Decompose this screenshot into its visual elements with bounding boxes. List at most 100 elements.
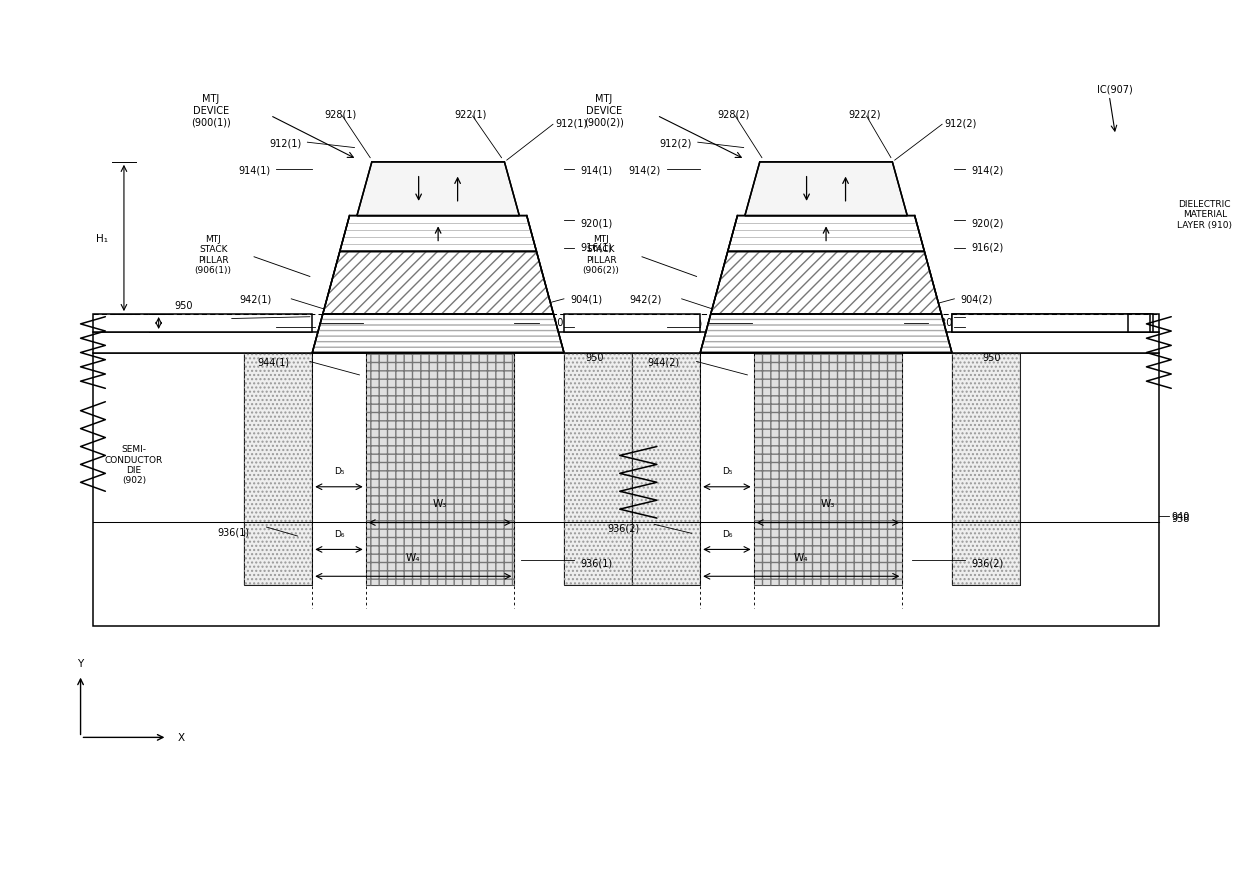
- Text: SEMI-
CONDUCTOR
DIE
(902): SEMI- CONDUCTOR DIE (902): [104, 445, 162, 485]
- Text: D₅: D₅: [722, 467, 732, 476]
- Text: MTJ
STACK
PILLAR
(906(1)): MTJ STACK PILLAR (906(1)): [195, 235, 232, 274]
- Text: 912(1): 912(1): [269, 138, 301, 148]
- Text: 908(2): 908(2): [972, 314, 1004, 325]
- Text: 918(2): 918(2): [972, 324, 1004, 334]
- Polygon shape: [340, 216, 537, 252]
- Text: D₆: D₆: [334, 529, 345, 538]
- Text: 950: 950: [174, 300, 192, 311]
- Text: 952: 952: [191, 319, 210, 330]
- Text: 920(2): 920(2): [972, 218, 1004, 229]
- Polygon shape: [701, 315, 952, 353]
- Text: 930(1): 930(1): [280, 318, 312, 329]
- Text: 912(2): 912(2): [660, 138, 692, 148]
- Bar: [564, 353, 632, 586]
- Text: 912(2): 912(2): [945, 118, 977, 129]
- Polygon shape: [357, 163, 520, 216]
- Polygon shape: [728, 216, 924, 252]
- Text: MTJ
DEVICE
(900(1)): MTJ DEVICE (900(1)): [191, 94, 231, 127]
- Text: 914(1): 914(1): [238, 164, 270, 175]
- Text: 944(2): 944(2): [647, 357, 680, 367]
- Text: 942(1): 942(1): [239, 294, 272, 305]
- Bar: [366, 353, 515, 586]
- Text: 930(2): 930(2): [935, 316, 967, 327]
- Text: HM: HM: [818, 184, 835, 195]
- Text: W₄: W₄: [794, 552, 808, 562]
- Polygon shape: [952, 315, 1153, 333]
- Bar: [952, 315, 1159, 333]
- Text: 940: 940: [1172, 511, 1189, 521]
- Text: 936(2): 936(2): [608, 522, 640, 533]
- Polygon shape: [711, 252, 941, 315]
- Bar: [366, 353, 515, 586]
- Text: HM: HM: [430, 184, 446, 195]
- Text: D₄: D₄: [134, 319, 144, 328]
- Bar: [754, 353, 903, 586]
- Text: H₁: H₁: [95, 233, 108, 244]
- Bar: [952, 353, 1021, 586]
- Bar: [366, 353, 515, 586]
- Bar: [754, 353, 903, 586]
- Text: MTJ
STACK
PILLAR
(906(2)): MTJ STACK PILLAR (906(2)): [583, 235, 620, 274]
- Text: 928(2): 928(2): [718, 109, 750, 120]
- Text: 948: 948: [184, 338, 201, 349]
- Text: 936(1): 936(1): [580, 558, 613, 569]
- Bar: [564, 315, 701, 333]
- Text: 948: 948: [585, 338, 604, 349]
- Text: 914(2): 914(2): [629, 164, 661, 175]
- Text: IC(907): IC(907): [1097, 84, 1132, 95]
- Text: 942(2): 942(2): [630, 294, 662, 305]
- Bar: [952, 353, 1021, 586]
- Text: 922(2): 922(2): [849, 109, 882, 120]
- Text: 948: 948: [982, 338, 1001, 349]
- Text: 912(1): 912(1): [556, 118, 588, 129]
- Bar: [754, 353, 903, 586]
- Bar: [93, 315, 312, 333]
- Text: 918(1): 918(1): [580, 324, 613, 334]
- Text: W₄: W₄: [405, 552, 420, 562]
- Text: 950: 950: [585, 352, 604, 363]
- Bar: [244, 353, 312, 586]
- Polygon shape: [312, 315, 564, 353]
- Text: 914(1): 914(1): [580, 164, 613, 175]
- Text: 936(2): 936(2): [972, 558, 1004, 569]
- Text: 950: 950: [982, 352, 1001, 363]
- Bar: [632, 353, 701, 586]
- Bar: [366, 315, 515, 333]
- Bar: [93, 333, 1159, 353]
- Bar: [754, 353, 903, 586]
- Text: 924(2): 924(2): [629, 324, 661, 334]
- Bar: [564, 353, 632, 586]
- Bar: [244, 353, 312, 586]
- Text: 936(1): 936(1): [217, 527, 249, 537]
- Bar: [632, 353, 701, 586]
- Text: W₃: W₃: [433, 498, 448, 509]
- Polygon shape: [745, 163, 908, 216]
- Text: D₆: D₆: [722, 529, 732, 538]
- Text: 948: 948: [573, 338, 591, 349]
- Text: 930(2): 930(2): [671, 318, 703, 329]
- Text: 922(1): 922(1): [455, 109, 487, 120]
- Text: 916(2): 916(2): [972, 241, 1004, 252]
- Text: 924(1): 924(1): [238, 324, 270, 334]
- Polygon shape: [1128, 315, 1151, 333]
- Bar: [366, 353, 515, 586]
- Text: 952: 952: [622, 319, 641, 330]
- Text: 928(1): 928(1): [325, 109, 357, 120]
- Bar: [754, 315, 903, 333]
- Text: Y: Y: [77, 658, 83, 668]
- Text: X: X: [177, 732, 185, 743]
- Text: 920(1): 920(1): [580, 218, 613, 229]
- Text: D₅: D₅: [334, 467, 345, 476]
- Text: DIELECTRIC
MATERIAL
LAYER (910): DIELECTRIC MATERIAL LAYER (910): [1177, 199, 1233, 230]
- Text: 904(2): 904(2): [961, 294, 993, 305]
- Text: MTJ
DEVICE
(900(2)): MTJ DEVICE (900(2)): [584, 94, 624, 127]
- Text: 908(1): 908(1): [193, 316, 226, 327]
- Bar: [93, 353, 1159, 626]
- Text: 914(2): 914(2): [972, 164, 1004, 175]
- Text: 944(1): 944(1): [258, 357, 290, 367]
- Text: 904(1): 904(1): [570, 294, 603, 305]
- Text: 952: 952: [1090, 319, 1109, 330]
- Polygon shape: [322, 252, 553, 315]
- Text: 938: 938: [1172, 513, 1189, 524]
- Text: W₃: W₃: [821, 498, 835, 509]
